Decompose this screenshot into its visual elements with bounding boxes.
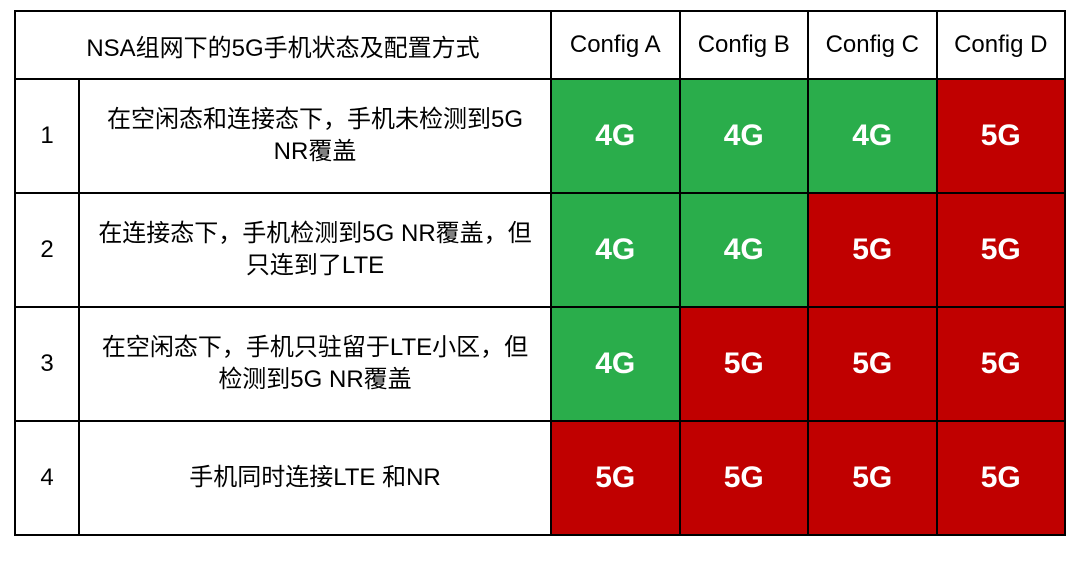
header-desc: NSA组网下的5G手机状态及配置方式 [15,11,551,79]
row-desc: 在空闲态下，手机只驻留于LTE小区，但检测到5G NR覆盖 [79,307,551,421]
row-desc: 在连接态下，手机检测到5G NR覆盖，但只连到了LTE [79,193,551,307]
cell-config-c: 5G [808,421,937,535]
cell-config-a: 5G [551,421,680,535]
cell-config-c: 5G [808,307,937,421]
row-index: 4 [15,421,79,535]
row-index: 2 [15,193,79,307]
row-desc: 手机同时连接LTE 和NR [79,421,551,535]
table-row: 2 在连接态下，手机检测到5G NR覆盖，但只连到了LTE 4G 4G 5G 5… [15,193,1065,307]
header-config-a: Config A [551,11,680,79]
cell-config-c: 4G [808,79,937,193]
cell-config-d: 5G [937,193,1066,307]
cell-config-b: 5G [680,307,809,421]
cell-config-b: 4G [680,79,809,193]
cell-config-a: 4G [551,307,680,421]
row-index: 3 [15,307,79,421]
cell-config-b: 5G [680,421,809,535]
cell-config-a: 4G [551,193,680,307]
nsa-5g-config-table: NSA组网下的5G手机状态及配置方式 Config A Config B Con… [14,10,1066,536]
header-config-c: Config C [808,11,937,79]
table-body: 1 在空闲态和连接态下，手机未检测到5G NR覆盖 4G 4G 4G 5G 2 … [15,79,1065,535]
table-header-row: NSA组网下的5G手机状态及配置方式 Config A Config B Con… [15,11,1065,79]
row-index: 1 [15,79,79,193]
header-config-d: Config D [937,11,1066,79]
header-config-b: Config B [680,11,809,79]
table-row: 1 在空闲态和连接态下，手机未检测到5G NR覆盖 4G 4G 4G 5G [15,79,1065,193]
cell-config-d: 5G [937,421,1066,535]
table-row: 3 在空闲态下，手机只驻留于LTE小区，但检测到5G NR覆盖 4G 5G 5G… [15,307,1065,421]
table-row: 4 手机同时连接LTE 和NR 5G 5G 5G 5G [15,421,1065,535]
cell-config-d: 5G [937,307,1066,421]
cell-config-c: 5G [808,193,937,307]
cell-config-d: 5G [937,79,1066,193]
row-desc: 在空闲态和连接态下，手机未检测到5G NR覆盖 [79,79,551,193]
cell-config-a: 4G [551,79,680,193]
cell-config-b: 4G [680,193,809,307]
